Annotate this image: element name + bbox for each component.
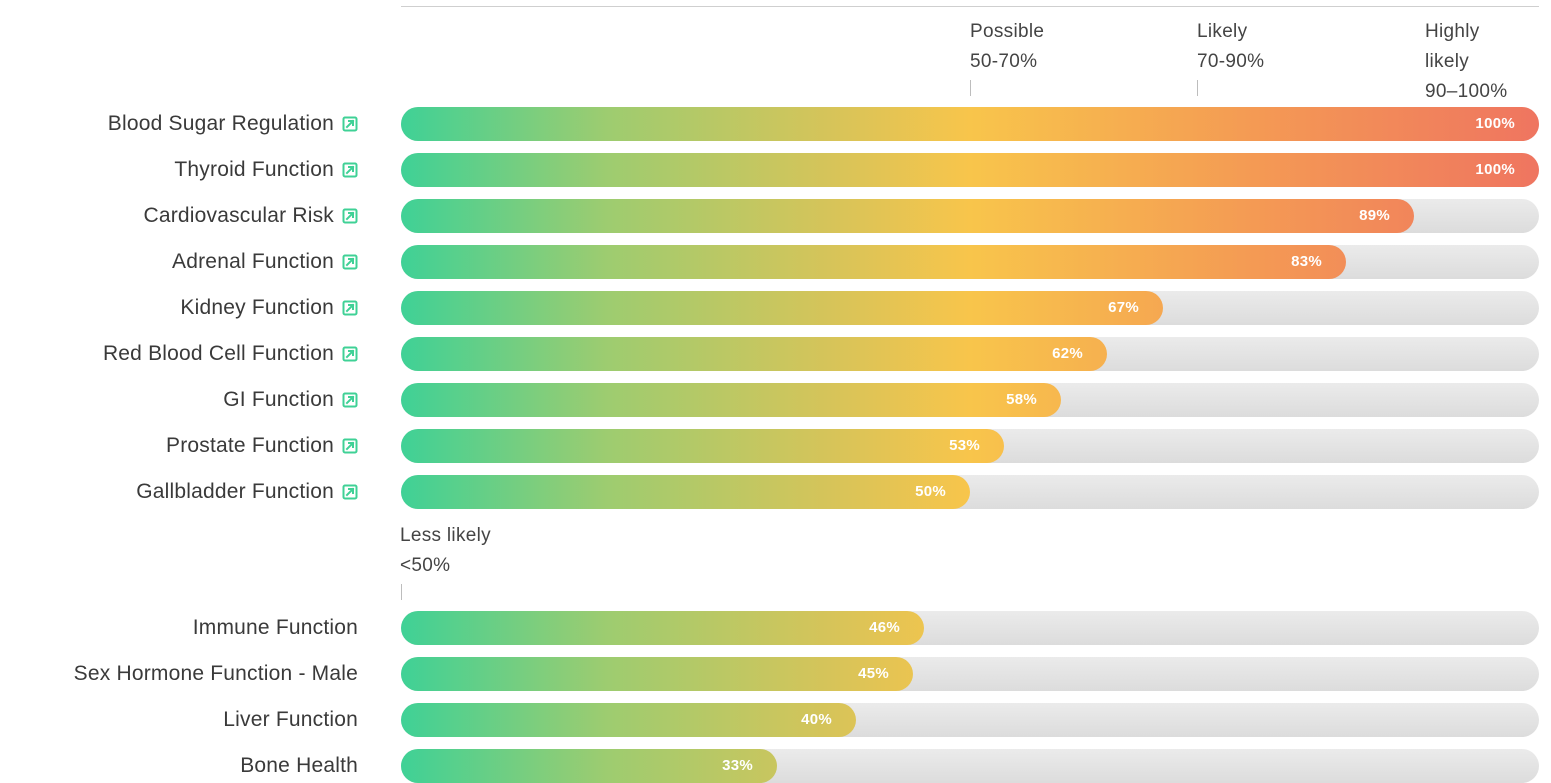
bar-label-liver-function: Liver Function [223,703,358,737]
zone-range-possible: 50-70% [970,51,1038,72]
bar-track-liver-function: 40% [401,703,1539,737]
bar-value-label-bone-health: 33% [722,757,753,774]
bar-value-label-prostate-function: 53% [949,437,980,454]
bar-track-gallbladder-function: 50% [401,475,1539,509]
bar-fill-cardiovascular-risk [401,199,1414,233]
bar-label-text: Blood Sugar Regulation [107,112,334,135]
bar-label-gallbladder-function[interactable]: Gallbladder Function [136,475,358,509]
bar-label-text: Sex Hormone Function - Male [73,662,358,685]
zone-label-possible: Possible 50-70% [970,17,1044,77]
zone-tick-less-likely [401,584,402,600]
bar-value-label-red-blood-cell-function: 62% [1052,345,1083,362]
bar-label-text: Immune Function [192,616,358,639]
bar-label-gi-function[interactable]: GI Function [223,383,358,417]
bar-value-label-gi-function: 58% [1006,391,1037,408]
bar-fill-immune-function [401,611,924,645]
bar-value-label-thyroid-function: 100% [1475,161,1515,178]
bar-label-text: Kidney Function [180,296,334,319]
external-link-icon[interactable] [342,162,358,178]
bar-track-blood-sugar-regulation: 100% [401,107,1539,141]
bar-track-bone-health: 33% [401,749,1539,783]
zone-name-highly-line2: likely [1425,51,1470,72]
bar-label-immune-function: Immune Function [193,611,358,645]
bar-label-sex-hormone-function-male: Sex Hormone Function - Male [74,657,358,691]
zone-name-possible: Possible [970,21,1045,42]
bar-fill-liver-function [401,703,856,737]
bar-value-label-blood-sugar-regulation: 100% [1475,115,1515,132]
zone-tick-possible [970,80,971,96]
bar-fill-thyroid-function [401,153,1539,187]
zone-name-highly-line1: Highly [1425,21,1480,42]
bar-track-adrenal-function: 83% [401,245,1539,279]
bar-value-label-immune-function: 46% [869,619,900,636]
bar-label-prostate-function[interactable]: Prostate Function [166,429,358,463]
bar-track-gi-function: 58% [401,383,1539,417]
bar-fill-adrenal-function [401,245,1346,279]
bar-label-text: Liver Function [223,708,358,731]
bar-fill-prostate-function [401,429,1004,463]
bar-track-thyroid-function: 100% [401,153,1539,187]
zone-name-less-likely: Less likely [400,525,491,546]
bar-label-thyroid-function[interactable]: Thyroid Function [174,153,358,187]
bar-value-label-sex-hormone-function-male: 45% [858,665,889,682]
zone-name-likely: Likely [1197,21,1248,42]
bar-value-label-cardiovascular-risk: 89% [1359,207,1390,224]
bar-label-adrenal-function[interactable]: Adrenal Function [172,245,358,279]
external-link-icon[interactable] [342,484,358,500]
bar-value-label-gallbladder-function: 50% [915,483,946,500]
external-link-icon[interactable] [342,392,358,408]
bar-label-text: GI Function [223,388,334,411]
bar-fill-kidney-function [401,291,1163,325]
top-divider [401,6,1539,7]
external-link-icon[interactable] [342,438,358,454]
bar-label-text: Gallbladder Function [136,480,334,503]
bar-label-text: Bone Health [240,754,358,777]
bar-label-blood-sugar-regulation[interactable]: Blood Sugar Regulation [108,107,358,141]
bar-value-label-kidney-function: 67% [1108,299,1139,316]
zone-label-likely: Likely 70-90% [1197,17,1264,77]
bar-fill-sex-hormone-function-male [401,657,913,691]
external-link-icon[interactable] [342,116,358,132]
zone-tick-likely [1197,80,1198,96]
bar-label-text: Prostate Function [166,434,334,457]
bar-track-sex-hormone-function-male: 45% [401,657,1539,691]
bar-track-immune-function: 46% [401,611,1539,645]
bar-fill-blood-sugar-regulation [401,107,1539,141]
bar-label-text: Cardiovascular Risk [143,204,334,227]
bar-label-cardiovascular-risk[interactable]: Cardiovascular Risk [143,199,358,233]
bar-label-kidney-function[interactable]: Kidney Function [180,291,358,325]
bar-fill-gallbladder-function [401,475,970,509]
bar-label-text: Adrenal Function [172,250,334,273]
zone-range-less-likely: <50% [400,555,451,576]
bar-track-red-blood-cell-function: 62% [401,337,1539,371]
bar-fill-red-blood-cell-function [401,337,1107,371]
external-link-icon[interactable] [342,208,358,224]
external-link-icon[interactable] [342,300,358,316]
bar-fill-bone-health [401,749,777,783]
zone-range-likely: 70-90% [1197,51,1265,72]
bar-value-label-liver-function: 40% [801,711,832,728]
external-link-icon[interactable] [342,346,358,362]
bar-label-text: Red Blood Cell Function [102,342,334,365]
bar-label-red-blood-cell-function[interactable]: Red Blood Cell Function [103,337,358,371]
zone-range-highly-likely: 90–100% [1425,81,1508,102]
bar-fill-gi-function [401,383,1061,417]
bar-label-text: Thyroid Function [174,158,334,181]
bar-label-bone-health: Bone Health [240,749,358,783]
bar-value-label-adrenal-function: 83% [1291,253,1322,270]
zone-label-less-likely: Less likely <50% [400,521,491,581]
bar-track-prostate-function: 53% [401,429,1539,463]
zone-label-highly-likely: Highly likely 90–100% [1425,17,1507,107]
bar-track-cardiovascular-risk: 89% [401,199,1539,233]
bar-track-kidney-function: 67% [401,291,1539,325]
external-link-icon[interactable] [342,254,358,270]
